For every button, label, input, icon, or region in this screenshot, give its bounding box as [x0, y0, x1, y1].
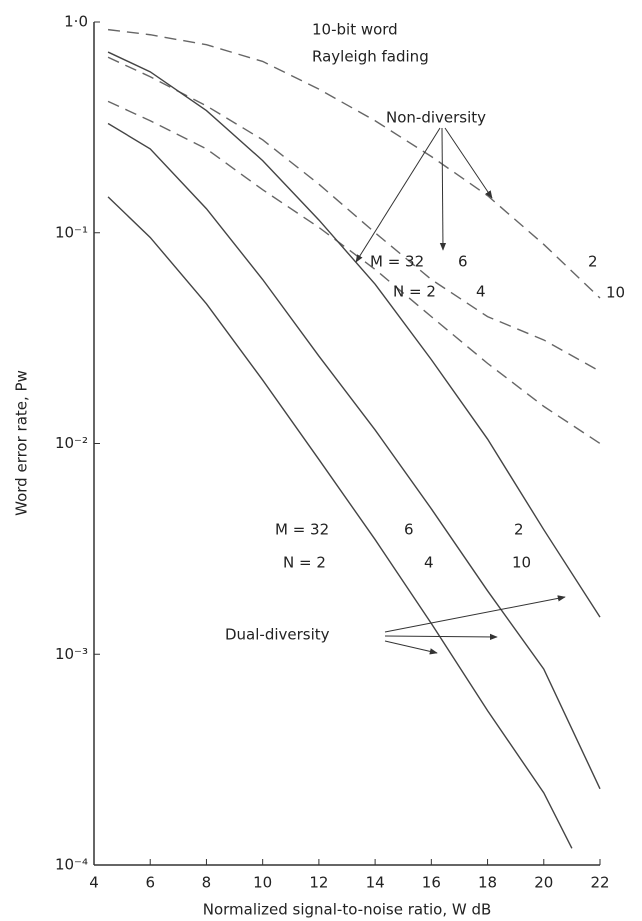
annotation: Dual-diversity: [225, 626, 330, 644]
solid-line: [107, 196, 573, 849]
arrow: [439, 127, 447, 251]
y-axis-label: Word error rate, Pw: [13, 370, 31, 516]
annotation: 6: [458, 253, 468, 271]
dashed-line: [107, 28, 601, 299]
x-tick-label: 10: [253, 874, 272, 892]
x-axis-label: Normalized signal-to-noise ratio, W dB: [203, 901, 492, 919]
annotation: 2: [588, 253, 598, 271]
x-tick-label: 16: [422, 874, 441, 892]
annotation: M = 32: [275, 521, 329, 539]
annotation: 10: [606, 284, 625, 302]
annotation: Rayleigh fading: [312, 48, 429, 66]
solid-line: [107, 51, 601, 618]
annotation: 6: [404, 521, 414, 539]
annotation: Non-diversity: [386, 109, 486, 127]
annotation: N = 2: [393, 283, 436, 301]
solid-line: [107, 122, 601, 790]
y-tick-label: 1·0: [64, 13, 88, 31]
annotation: 10-bit word: [312, 21, 398, 39]
y-tick-label: 10⁻³: [55, 645, 88, 663]
x-tick-label: 22: [590, 874, 609, 892]
arrow: [384, 633, 498, 641]
y-tick-label: 10⁻²: [55, 434, 88, 452]
annotation: M = 32: [370, 253, 424, 271]
arrow: [384, 640, 438, 655]
x-tick-label: 4: [89, 874, 99, 892]
annotation: 10: [512, 554, 531, 572]
x-tick-label: 12: [309, 874, 328, 892]
y-tick-label: 10⁻⁴: [55, 856, 88, 874]
annotation: N = 2: [283, 554, 326, 572]
arrow: [384, 595, 566, 633]
annotation: 4: [476, 283, 486, 301]
arrow: [355, 127, 441, 263]
dashed-line: [107, 56, 601, 372]
x-tick-label: 18: [478, 874, 497, 892]
x-tick-label: 8: [202, 874, 212, 892]
annotation: 4: [424, 554, 434, 572]
x-tick-label: 20: [534, 874, 553, 892]
annotation: 2: [514, 521, 524, 539]
arrow: [444, 127, 493, 199]
dashed-line: [107, 100, 601, 445]
y-tick-label: 10⁻¹: [55, 223, 88, 241]
x-tick-label: 14: [366, 874, 385, 892]
x-tick-label: 6: [145, 874, 155, 892]
